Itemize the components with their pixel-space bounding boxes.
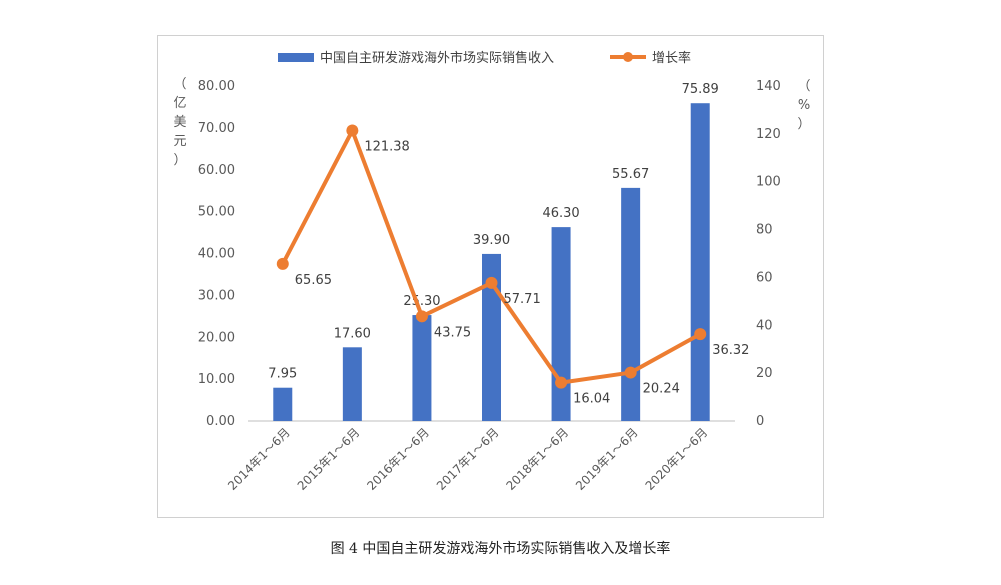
bar-data-label: 39.90 <box>473 233 510 248</box>
y-left-tick-label: 20.00 <box>198 330 235 345</box>
y-right-tick-label: 0 <box>756 414 764 429</box>
legend-label-bar: 中国自主研发游戏海外市场实际销售收入 <box>320 50 554 66</box>
line-data-label: 43.75 <box>434 325 471 340</box>
x-tick-label: 2018年1～6月 <box>503 425 571 493</box>
line-data-label: 57.71 <box>504 292 541 307</box>
line-data-label: 16.04 <box>573 392 610 407</box>
y-right-tick-label: 40 <box>756 318 773 333</box>
figure-caption: 图 4 中国自主研发游戏海外市场实际销售收入及增长率 <box>330 541 671 557</box>
y-right-tick-label: 60 <box>756 270 773 285</box>
x-tick-label: 2019年1～6月 <box>573 425 641 493</box>
bar-data-label: 17.60 <box>334 326 371 341</box>
line-point <box>555 376 568 389</box>
chart: 0.00 10.00 20.00 30.00 40.00 50.00 60.00 70.00 8… <box>173 50 810 493</box>
legend-swatch-bar <box>278 53 314 62</box>
line-point <box>276 257 289 270</box>
y-left-tick-label: 10.00 <box>198 372 235 387</box>
bar-data-label: 46.30 <box>542 206 579 221</box>
bar <box>482 253 501 421</box>
bar <box>273 387 293 421</box>
legend-label-line: 增长率 <box>652 50 691 66</box>
line-point <box>694 328 707 341</box>
y-right-axis-title: （%） <box>797 79 810 132</box>
y-left-axis-title: （亿美元） <box>173 77 186 168</box>
line-data-label: 121.38 <box>364 140 410 155</box>
bar <box>342 347 362 421</box>
y-right-tick-label: 140 <box>756 79 781 94</box>
y-right-tick-label: 80 <box>756 223 773 238</box>
y-right-tick-label: 120 <box>756 127 781 142</box>
y-left-tick-label: 60.00 <box>198 163 235 178</box>
line-point <box>485 276 498 289</box>
bar <box>551 227 571 421</box>
y-left-tick-label: 0.00 <box>206 414 235 429</box>
x-tick-label: 2014年1～6月 <box>225 425 293 493</box>
line-data-label: 65.65 <box>295 273 332 288</box>
x-tick-label: 2015年1～6月 <box>295 425 363 493</box>
bar-data-label: 7.95 <box>268 367 297 382</box>
legend-marker-line <box>623 52 633 62</box>
bar-data-label: 55.67 <box>612 167 649 182</box>
line-data-label: 20.24 <box>643 382 680 397</box>
chart-frame: 0.00 10.00 20.00 30.00 40.00 50.00 60.00 70.00 8… <box>157 35 824 518</box>
y-left-tick-label: 70.00 <box>198 121 235 136</box>
x-tick-label: 2016年1～6月 <box>364 425 432 493</box>
y-left-tick-label: 30.00 <box>198 288 235 303</box>
line-point <box>624 366 637 379</box>
x-tick-label: 2017年1～6月 <box>434 425 502 493</box>
y-left-tick-label: 50.00 <box>198 205 235 220</box>
bar-data-label: 25.30 <box>403 294 440 309</box>
y-right-tick-label: 100 <box>756 175 781 190</box>
bar <box>690 103 710 421</box>
y-left-tick-label: 40.00 <box>198 247 235 262</box>
x-tick-label: 2020年1～6月 <box>643 425 711 493</box>
y-right-tick-label: 20 <box>756 366 773 381</box>
bar-data-label: 75.89 <box>682 82 719 97</box>
y-left-tick-label: 80.00 <box>198 79 235 94</box>
line-point <box>346 124 359 137</box>
bar <box>621 187 641 421</box>
bar <box>412 315 432 421</box>
line-data-label: 36.32 <box>712 343 749 358</box>
line-point <box>415 310 428 323</box>
